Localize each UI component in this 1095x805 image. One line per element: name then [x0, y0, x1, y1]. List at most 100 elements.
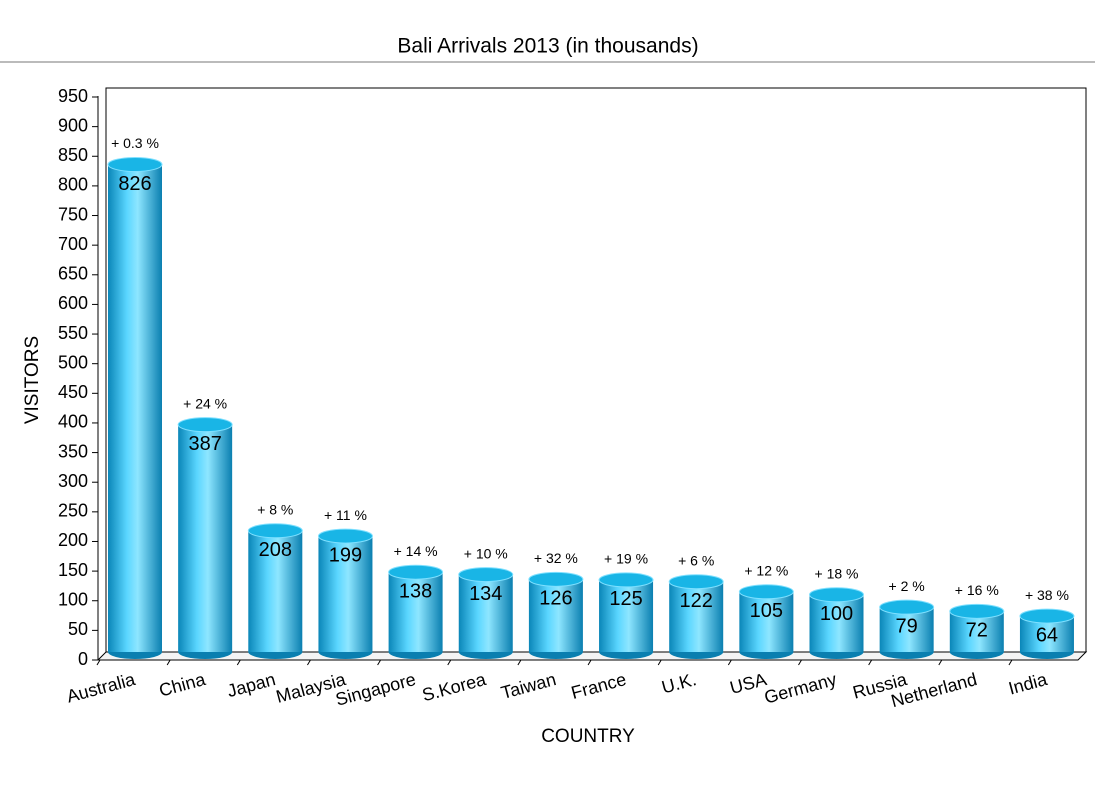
x-tick-label: USA [728, 669, 769, 698]
growth-label: + 0.3 % [111, 135, 159, 151]
x-tick [938, 659, 943, 666]
growth-label: + 32 % [534, 550, 578, 566]
bar [599, 579, 654, 652]
growth-label: + 6 % [678, 552, 714, 568]
x-tick-label: France [569, 669, 628, 703]
cylinder-top [247, 523, 303, 539]
cylinder-top [388, 564, 444, 580]
cylinder [738, 584, 794, 659]
growth-label: + 38 % [1025, 587, 1069, 603]
bar [248, 530, 303, 652]
cylinder [949, 603, 1005, 659]
growth-label: + 12 % [744, 562, 788, 578]
y-tick-label: 400 [58, 412, 88, 432]
y-tick-label: 750 [58, 204, 88, 224]
cylinder [177, 417, 233, 659]
x-tick-label: India [1006, 669, 1050, 699]
growth-label: + 8 % [257, 501, 293, 517]
x-tick [236, 659, 241, 666]
x-tick-label: Taiwan [499, 669, 558, 703]
bar [458, 574, 513, 652]
cylinder-top [177, 417, 233, 433]
cylinder-top [879, 599, 935, 615]
x-tick [166, 659, 171, 666]
value-label: 199 [329, 544, 362, 566]
growth-label: + 19 % [604, 551, 648, 567]
x-tick [657, 659, 662, 666]
growth-label: + 10 % [464, 545, 508, 561]
growth-label: + 11 % [324, 507, 367, 523]
growth-label: + 18 % [815, 565, 859, 581]
bar [108, 164, 162, 652]
chart-title: Bali Arrivals 2013 (in thousands) [397, 35, 698, 58]
cylinder-top [317, 528, 373, 544]
growth-label: + 24 % [183, 395, 227, 411]
cylinder [598, 572, 654, 659]
x-tick-label: U.K. [659, 669, 698, 697]
bar [528, 579, 583, 652]
y-tick-label: 500 [58, 352, 88, 372]
x-tick-label: S.Korea [420, 669, 489, 705]
x-tick-label: Singapore [333, 669, 417, 710]
cylinder-top [598, 572, 654, 588]
cylinder-top [738, 584, 794, 600]
value-label: 138 [399, 580, 432, 602]
cylinder-top [949, 603, 1005, 619]
cylinder-top [107, 156, 163, 172]
value-label: 125 [609, 588, 642, 610]
bar [669, 581, 724, 652]
x-tick-label: Germany [762, 669, 839, 707]
bar [809, 594, 864, 652]
value-label: 64 [1036, 624, 1058, 646]
cylinder [317, 528, 373, 659]
x-tick [727, 659, 732, 666]
cylinder [1019, 608, 1075, 659]
y-tick-label: 650 [58, 264, 88, 284]
x-tick [1008, 659, 1013, 666]
x-axis-title: COUNTRY [541, 726, 635, 747]
x-tick [517, 659, 522, 666]
y-tick-label: 100 [58, 589, 88, 609]
x-tick-label: Australia [64, 669, 138, 707]
y-tick-label: 300 [58, 471, 88, 491]
cylinder [247, 523, 303, 659]
y-tick-label: 350 [58, 441, 88, 461]
y-tick-label: 600 [58, 293, 88, 313]
value-label: 126 [539, 588, 572, 610]
cylinder [458, 567, 514, 659]
cylinder-top [668, 574, 724, 590]
cylinder-top [458, 567, 514, 583]
x-tick [587, 659, 592, 666]
floor [96, 651, 1088, 661]
y-tick-label: 0 [78, 649, 88, 669]
y-tick-label: 150 [58, 560, 88, 580]
growth-label: + 2 % [889, 578, 925, 594]
value-label: 100 [820, 603, 853, 625]
cylinder [809, 587, 864, 659]
bar [739, 591, 794, 652]
cylinder-top [809, 587, 864, 603]
y-tick-label: 800 [58, 175, 88, 195]
x-tick [377, 659, 382, 666]
y-tick-label: 50 [68, 619, 88, 639]
value-label: 79 [896, 615, 918, 637]
x-tick [798, 659, 802, 666]
growth-label: + 14 % [394, 543, 438, 559]
value-label: 122 [680, 590, 713, 612]
bar [178, 424, 233, 652]
cylinder [668, 574, 724, 659]
value-label: 134 [469, 583, 502, 605]
y-tick-label: 200 [58, 530, 88, 550]
y-tick-label: 550 [58, 323, 88, 343]
cylinder [107, 156, 163, 659]
y-axis-title: VISITORS [22, 336, 43, 424]
y-tick-label: 850 [58, 145, 88, 165]
bar [318, 536, 373, 652]
x-tick [307, 659, 311, 666]
y-tick-label: 700 [58, 234, 88, 254]
cylinder [528, 571, 584, 659]
value-label: 387 [188, 433, 221, 455]
growth-label: + 16 % [955, 582, 999, 598]
y-tick-label: 450 [58, 382, 88, 402]
